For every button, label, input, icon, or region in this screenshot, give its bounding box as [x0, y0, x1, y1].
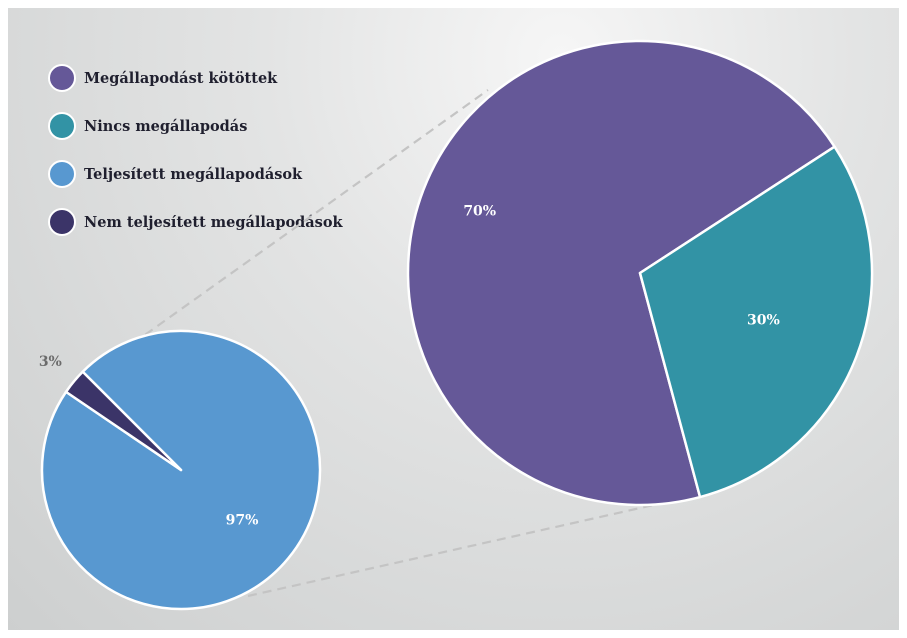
pie-slice [638, 145, 874, 499]
legend-label: Teljesített megállapodások [84, 165, 303, 183]
legend-label: Megállapodást kötöttek [84, 69, 278, 87]
legend-item: Nincs megállapodás [48, 108, 343, 144]
legend-swatch [48, 160, 76, 188]
legend-swatch [48, 112, 76, 140]
legend-swatch [48, 64, 76, 92]
slice-label: 70% [463, 203, 496, 219]
pie-slice [406, 39, 836, 507]
pie-of-pie-chart: 70% 30% 97% 3% [39, 39, 874, 611]
slice-label: 30% [747, 312, 780, 328]
slice-label: 97% [226, 513, 259, 529]
legend-label: Nincs megállapodás [84, 117, 248, 135]
legend-item: Megállapodást kötöttek [48, 60, 343, 96]
pie-slice [64, 370, 183, 472]
legend-item: Nem teljesített megállapodások [48, 204, 343, 240]
slice-label: 3% [39, 354, 62, 370]
connector-line [247, 502, 659, 598]
legend-item: Teljesített megállapodások [48, 156, 343, 192]
legend: Megállapodást kötöttek Nincs megállapodás… [48, 60, 343, 252]
legend-label: Nem teljesített megállapodások [84, 213, 343, 231]
connector-line [71, 89, 489, 388]
chart-frame: Megállapodást kötöttek Nincs megállapodás… [8, 8, 899, 630]
legend-swatch [48, 208, 76, 236]
